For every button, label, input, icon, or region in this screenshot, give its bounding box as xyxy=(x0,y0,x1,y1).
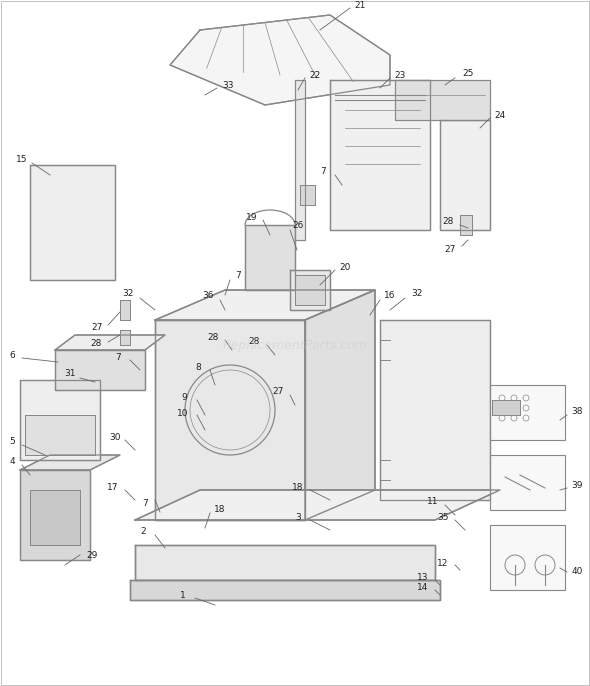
Polygon shape xyxy=(20,455,120,470)
Text: 32: 32 xyxy=(411,289,422,298)
Text: 27: 27 xyxy=(273,388,284,397)
Text: 27: 27 xyxy=(91,322,103,331)
Text: 18: 18 xyxy=(292,482,304,491)
Text: 25: 25 xyxy=(463,69,474,78)
Polygon shape xyxy=(170,15,390,105)
Polygon shape xyxy=(380,320,490,500)
Text: 19: 19 xyxy=(246,213,258,222)
Text: 35: 35 xyxy=(437,512,449,521)
Text: 28: 28 xyxy=(248,338,260,346)
Text: 18: 18 xyxy=(214,506,226,514)
Text: 4: 4 xyxy=(9,456,15,466)
Polygon shape xyxy=(155,290,375,320)
Text: 38: 38 xyxy=(571,407,583,416)
Text: 7: 7 xyxy=(320,167,326,176)
Polygon shape xyxy=(330,80,430,230)
Text: 40: 40 xyxy=(571,567,583,576)
Polygon shape xyxy=(395,80,490,120)
Text: 28: 28 xyxy=(90,338,101,348)
Text: 10: 10 xyxy=(177,408,189,418)
Polygon shape xyxy=(492,400,520,415)
Text: 7: 7 xyxy=(115,353,121,362)
Text: 22: 22 xyxy=(309,71,320,80)
Text: 5: 5 xyxy=(9,436,15,445)
Text: 6: 6 xyxy=(9,351,15,359)
Text: 31: 31 xyxy=(64,370,76,379)
Polygon shape xyxy=(300,185,315,205)
Polygon shape xyxy=(460,215,472,235)
Text: 36: 36 xyxy=(202,292,214,300)
Text: 20: 20 xyxy=(339,263,350,272)
Text: 21: 21 xyxy=(355,1,366,10)
Polygon shape xyxy=(130,580,440,600)
Bar xyxy=(490,525,565,590)
Text: 13: 13 xyxy=(417,573,429,582)
Text: 11: 11 xyxy=(427,497,439,506)
Polygon shape xyxy=(305,290,375,520)
Polygon shape xyxy=(30,165,115,280)
Polygon shape xyxy=(245,225,295,290)
Text: 24: 24 xyxy=(494,110,506,119)
Text: 12: 12 xyxy=(437,558,448,567)
Text: 39: 39 xyxy=(571,482,583,490)
Polygon shape xyxy=(295,275,325,305)
Polygon shape xyxy=(20,380,100,460)
Text: 30: 30 xyxy=(109,432,121,442)
Polygon shape xyxy=(295,80,305,240)
Polygon shape xyxy=(55,350,145,390)
Polygon shape xyxy=(440,120,490,230)
Bar xyxy=(490,385,565,440)
Polygon shape xyxy=(25,415,95,455)
Text: 28: 28 xyxy=(207,333,219,342)
Polygon shape xyxy=(290,270,330,310)
Text: 32: 32 xyxy=(122,289,134,298)
Text: 28: 28 xyxy=(442,217,454,226)
Text: ReplacementParts.com: ReplacementParts.com xyxy=(222,338,368,351)
Text: 2: 2 xyxy=(140,528,146,536)
Text: 1: 1 xyxy=(180,591,186,600)
Text: 15: 15 xyxy=(17,156,28,165)
Polygon shape xyxy=(120,330,130,345)
Polygon shape xyxy=(120,300,130,320)
Polygon shape xyxy=(135,490,500,520)
Text: 16: 16 xyxy=(384,292,396,300)
Text: 29: 29 xyxy=(86,550,98,560)
Text: 3: 3 xyxy=(295,512,301,521)
Text: 33: 33 xyxy=(222,80,234,89)
Text: 14: 14 xyxy=(417,582,429,591)
Bar xyxy=(490,455,565,510)
Polygon shape xyxy=(20,470,90,560)
Text: 7: 7 xyxy=(142,499,148,508)
Text: 7: 7 xyxy=(235,270,241,279)
Text: 26: 26 xyxy=(292,222,304,230)
Text: 27: 27 xyxy=(444,244,455,254)
Text: 23: 23 xyxy=(394,71,406,80)
Polygon shape xyxy=(55,335,165,350)
Polygon shape xyxy=(30,490,80,545)
Polygon shape xyxy=(155,320,305,520)
Text: 9: 9 xyxy=(181,394,187,403)
Text: 17: 17 xyxy=(107,482,119,491)
Polygon shape xyxy=(135,545,435,580)
Text: 8: 8 xyxy=(195,364,201,372)
